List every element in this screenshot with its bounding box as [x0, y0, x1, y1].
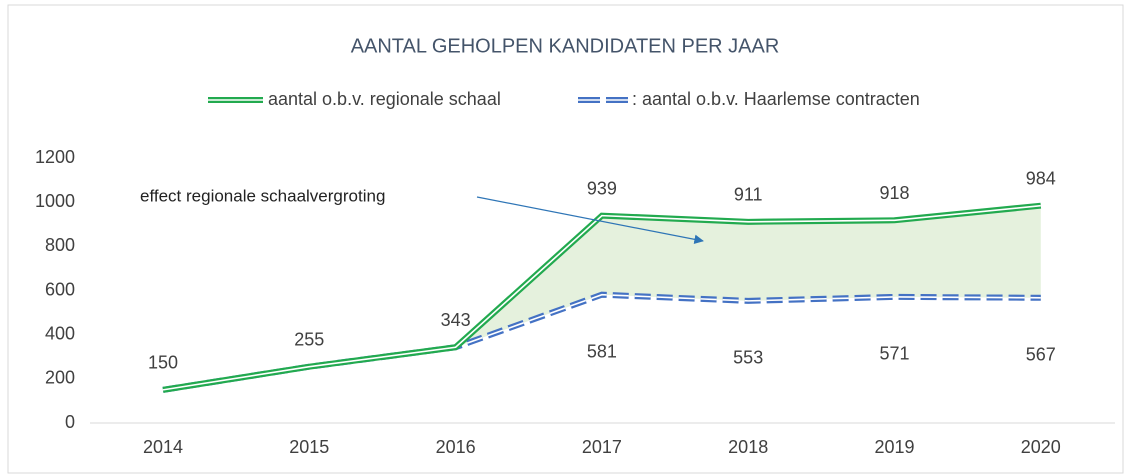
data-label: 911 [734, 185, 763, 205]
data-label: 984 [1026, 168, 1056, 188]
x-tick-label: 2020 [1021, 437, 1061, 457]
y-tick-label: 600 [45, 279, 75, 299]
x-tick-label: 2019 [874, 437, 914, 457]
data-label: 553 [733, 348, 763, 368]
annotation: effect regionale schaalvergroting [140, 186, 385, 205]
data-label: 571 [879, 344, 909, 364]
x-tick-label: 2016 [436, 437, 476, 457]
legend-label: aantal o.b.v. regionale schaal [268, 89, 501, 109]
x-tick-label: 2018 [728, 437, 768, 457]
data-label: 918 [879, 183, 909, 203]
effect-area [455, 205, 1041, 348]
y-tick-label: 1200 [35, 147, 75, 167]
data-label: 567 [1026, 345, 1056, 365]
chart-title: AANTAL GEHOLPEN KANDIDATEN PER JAAR [351, 35, 780, 57]
annotation-arrow [476, 196, 704, 245]
y-tick-label: 400 [45, 323, 75, 343]
data-label: 150 [148, 353, 178, 373]
series-line-inner [162, 204, 1041, 391]
y-tick-label: 1000 [35, 191, 75, 211]
data-label: 343 [441, 310, 471, 330]
series-line-inner [162, 293, 1041, 391]
y-tick-label: 200 [45, 368, 75, 388]
y-tick-label: 800 [45, 235, 75, 255]
y-tick-label: 0 [65, 412, 75, 432]
legend-label: : aantal o.b.v. Haarlemse contracten [632, 89, 920, 109]
x-tick-label: 2017 [582, 437, 622, 457]
data-label: 581 [587, 341, 617, 361]
data-label: 939 [587, 178, 617, 198]
x-tick-label: 2014 [143, 437, 183, 457]
data-label: 255 [294, 329, 324, 349]
x-tick-label: 2015 [289, 437, 329, 457]
